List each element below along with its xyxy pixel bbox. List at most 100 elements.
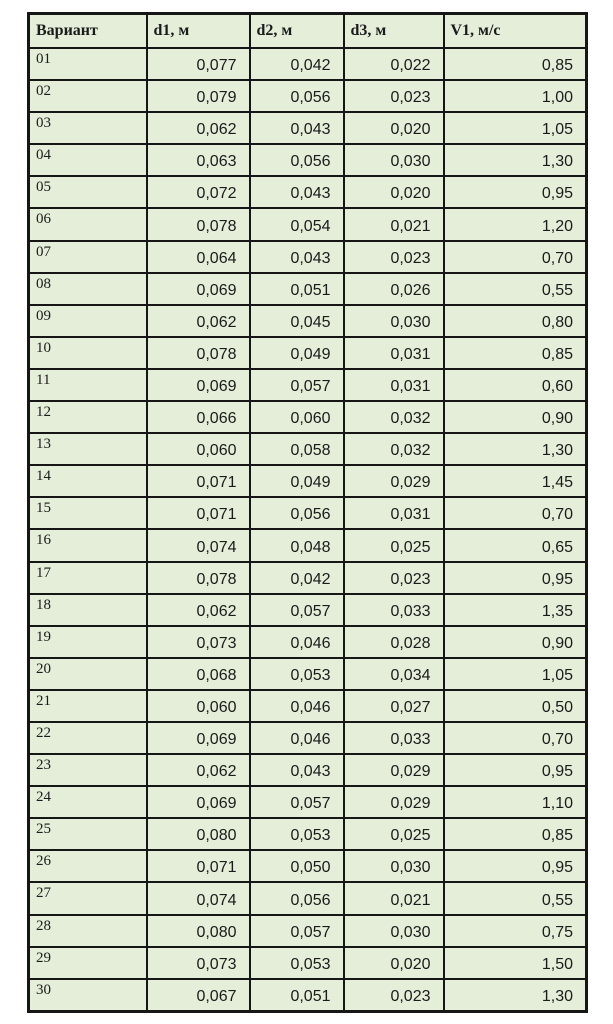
d3-cell: 0,023 [342,79,445,114]
variant-cell: 25 [27,817,148,852]
d1-cell: 0,062 [145,592,251,627]
d2-cell: 0,057 [248,592,345,627]
d1-cell: 0,062 [145,111,251,146]
table-row: 26 0,071 0,050 0,030 0,95 [27,849,588,884]
variant-cell: 24 [27,785,148,820]
table-row: 23 0,062 0,043 0,029 0,95 [27,753,588,788]
v1-cell: 0,80 [442,303,588,338]
d2-cell: 0,056 [248,79,345,114]
v1-cell: 0,55 [442,271,588,306]
d3-cell: 0,021 [342,207,445,242]
table-row: 03 0,062 0,043 0,020 1,05 [27,111,588,146]
table-row: 16 0,074 0,048 0,025 0,65 [27,528,588,563]
d1-cell: 0,067 [145,977,251,1013]
table-row: 28 0,080 0,057 0,030 0,75 [27,913,588,948]
d2-cell: 0,057 [248,913,345,948]
d1-cell: 0,063 [145,143,251,178]
variant-cell: 10 [27,335,148,370]
table-row: 25 0,080 0,053 0,025 0,85 [27,817,588,852]
variant-cell: 03 [27,111,148,146]
variant-cell: 02 [27,79,148,114]
table-row: 19 0,073 0,046 0,028 0,90 [27,624,588,659]
v1-cell: 1,00 [442,79,588,114]
d2-cell: 0,042 [248,560,345,595]
d1-cell: 0,078 [145,335,251,370]
table-row: 30 0,067 0,051 0,023 1,30 [27,977,588,1013]
v1-cell: 0,90 [442,624,588,659]
d1-cell: 0,073 [145,624,251,659]
variant-cell: 20 [27,656,148,691]
d2-cell: 0,056 [248,496,345,531]
d1-cell: 0,062 [145,753,251,788]
d1-cell: 0,077 [145,46,251,82]
variant-cell: 30 [27,977,148,1013]
d1-cell: 0,080 [145,913,251,948]
d1-cell: 0,062 [145,303,251,338]
d3-cell: 0,029 [342,785,445,820]
v1-cell: 0,95 [442,175,588,210]
table-row: 15 0,071 0,056 0,031 0,70 [27,496,588,531]
d3-cell: 0,020 [342,111,445,146]
column-header-d1: d1, м [145,12,251,49]
d3-cell: 0,020 [342,945,445,980]
table-row: 11 0,069 0,057 0,031 0,60 [27,367,588,403]
d3-cell: 0,030 [342,849,445,884]
variant-cell: 12 [27,400,148,435]
d3-cell: 0,020 [342,175,445,210]
v1-cell: 0,65 [442,528,588,563]
d3-cell: 0,033 [342,720,445,756]
table-row: 07 0,064 0,043 0,023 0,70 [27,239,588,274]
v1-cell: 0,85 [442,335,588,370]
d3-cell: 0,034 [342,656,445,691]
table-row: 17 0,078 0,042 0,023 0,95 [27,560,588,595]
d2-cell: 0,045 [248,303,345,338]
d1-cell: 0,073 [145,945,251,980]
d2-cell: 0,042 [248,46,345,82]
column-header-d3: d3, м [342,12,445,49]
d1-cell: 0,072 [145,175,251,210]
d1-cell: 0,069 [145,785,251,820]
d2-cell: 0,060 [248,400,345,435]
v1-cell: 1,50 [442,945,588,980]
v1-cell: 0,75 [442,913,588,948]
d1-cell: 0,071 [145,849,251,884]
column-header-variant: Вариант [27,12,148,49]
d3-cell: 0,031 [342,496,445,531]
d1-cell: 0,068 [145,656,251,691]
variant-cell: 26 [27,849,148,884]
d2-cell: 0,043 [248,111,345,146]
d3-cell: 0,023 [342,560,445,595]
v1-cell: 1,05 [442,111,588,146]
d2-cell: 0,046 [248,688,345,723]
v1-cell: 1,30 [442,432,588,467]
d2-cell: 0,046 [248,624,345,659]
d2-cell: 0,051 [248,977,345,1013]
variant-cell: 15 [27,496,148,531]
d3-cell: 0,030 [342,913,445,948]
table-row: 27 0,074 0,056 0,021 0,55 [27,881,588,916]
variant-cell: 11 [27,367,148,403]
d3-cell: 0,025 [342,817,445,852]
d1-cell: 0,074 [145,881,251,916]
d1-cell: 0,071 [145,464,251,499]
variant-cell: 04 [27,143,148,178]
table-row: 24 0,069 0,057 0,029 1,10 [27,785,588,820]
d1-cell: 0,069 [145,271,251,306]
variant-cell: 19 [27,624,148,659]
variant-cell: 27 [27,881,148,916]
table-row: 06 0,078 0,054 0,021 1,20 [27,207,588,242]
v1-cell: 0,85 [442,817,588,852]
v1-cell: 1,35 [442,592,588,627]
d3-cell: 0,032 [342,432,445,467]
v1-cell: 1,30 [442,977,588,1013]
v1-cell: 0,95 [442,560,588,595]
column-header-v1: V1, м/с [442,12,588,49]
d3-cell: 0,032 [342,400,445,435]
table-row: 05 0,072 0,043 0,020 0,95 [27,175,588,210]
v1-cell: 1,20 [442,207,588,242]
d2-cell: 0,057 [248,367,345,403]
table-row: 04 0,063 0,056 0,030 1,30 [27,143,588,178]
v1-cell: 1,30 [442,143,588,178]
d2-cell: 0,050 [248,849,345,884]
